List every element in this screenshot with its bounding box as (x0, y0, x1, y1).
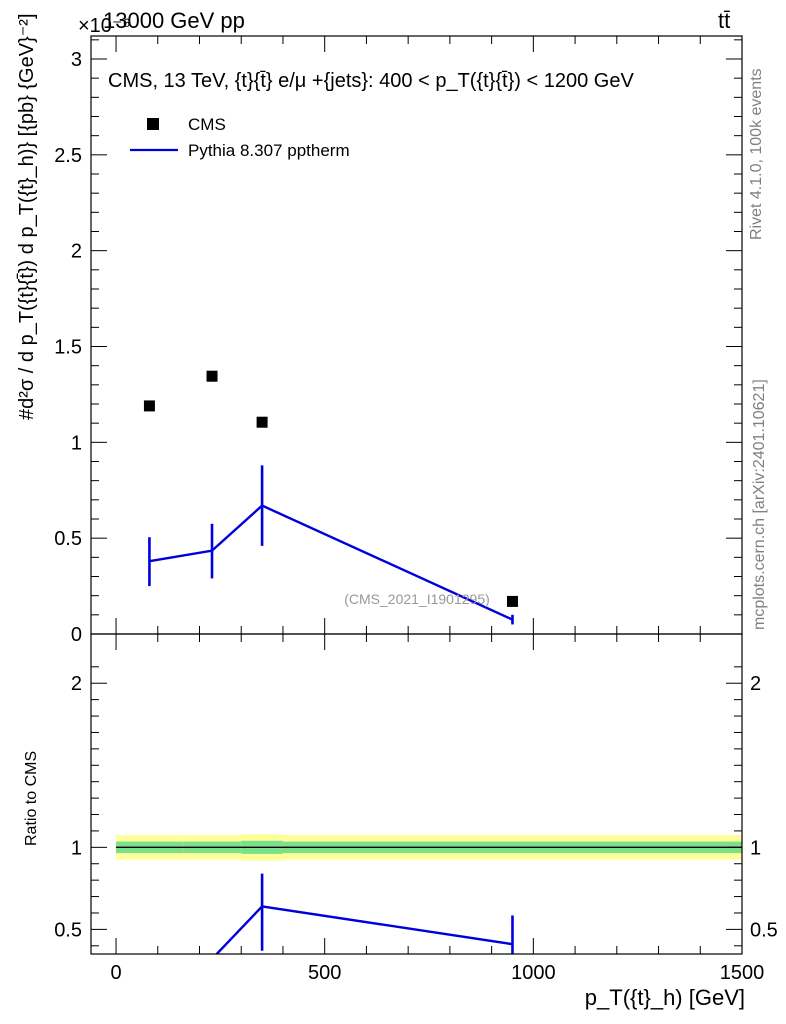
ratio-frame (90, 633, 743, 955)
main-title: CMS, 13 TeV, {t}{t̄} e/μ +{jets}: 400 < … (108, 70, 634, 92)
main-y-tick-label: 0 (71, 624, 82, 646)
x-tick-label: 1500 (720, 962, 765, 984)
watermark: (CMS_2021_I1901295) (344, 591, 490, 607)
ratio-y-tick-label-right: 1 (750, 837, 761, 859)
energy-label: 13000 GeV pp (103, 8, 245, 33)
process-label: tt̄ (718, 8, 730, 33)
x-tick-label: 1000 (511, 962, 556, 984)
ratio-series (215, 873, 514, 954)
cms-data-point (143, 400, 155, 412)
main-y-tick-label: 2.5 (54, 145, 82, 167)
main-y-tick-label: 2 (71, 241, 82, 263)
legend-pythia-label: Pythia 8.307 pptherm (188, 141, 350, 160)
main-y-tick-label: 3 (71, 49, 82, 71)
mcplots-label: mcplots.cern.ch [arXiv:2401.10621] (751, 379, 768, 630)
ratio-y-tick-label-right: 2 (750, 673, 761, 695)
ratio-y-tick-label-left: 1 (71, 837, 82, 859)
cms-data-point (206, 370, 218, 382)
pythia-line (149, 504, 513, 621)
ratio-y-axis-label: Ratio to CMS (23, 751, 40, 846)
cms-data-point (506, 595, 518, 607)
ratio-y-tick-label-right: 0.5 (750, 919, 778, 941)
ratio-ticks: 0.5 0.5 1 1 2 2 0 500 1000 1500 (54, 634, 778, 984)
main-y-tick-label: 1 (71, 432, 82, 454)
main-panel: 0 0.5 1 1.5 2 2.5 3 CMS, 13 TeV, {t}{t̄} e/μ +… (16, 13, 743, 646)
x-tick-label: 500 (308, 962, 341, 984)
legend-cms-marker (147, 118, 159, 130)
legend: CMS Pythia 8.307 pptherm (130, 115, 350, 160)
ratio-y-tick-label-left: 0.5 (54, 919, 82, 941)
ratio-panel: 0.5 0.5 1 1 2 2 0 500 1000 1500 Ratio to CMS p_T(… (23, 633, 778, 1010)
legend-cms-label: CMS (188, 115, 226, 134)
main-y-tick-label: 1.5 (54, 337, 82, 359)
main-y-tick-label: 0.5 (54, 528, 82, 550)
x-tick-label: 0 (110, 962, 121, 984)
ratio-pythia-line (215, 905, 513, 954)
x-axis-label: p_T({t}_h) [GeV] (585, 985, 745, 1010)
ratio-series-group (215, 873, 514, 954)
exponent-label: ×10⁻⁶ (78, 15, 131, 37)
ratio-y-tick-label-left: 2 (71, 673, 82, 695)
rivet-label: Rivet 4.1.0, 100k events (748, 68, 765, 240)
main-y-axis-label: #d²σ / d p_T({t}{t̄}) d p_T({t}_h)} [{pb… (16, 13, 38, 420)
main-series (143, 370, 518, 625)
cms-data-point (256, 416, 268, 428)
main-y-ticks: 0 0.5 1 1.5 2 2.5 3 (54, 36, 743, 646)
ratio-bands (116, 834, 742, 861)
